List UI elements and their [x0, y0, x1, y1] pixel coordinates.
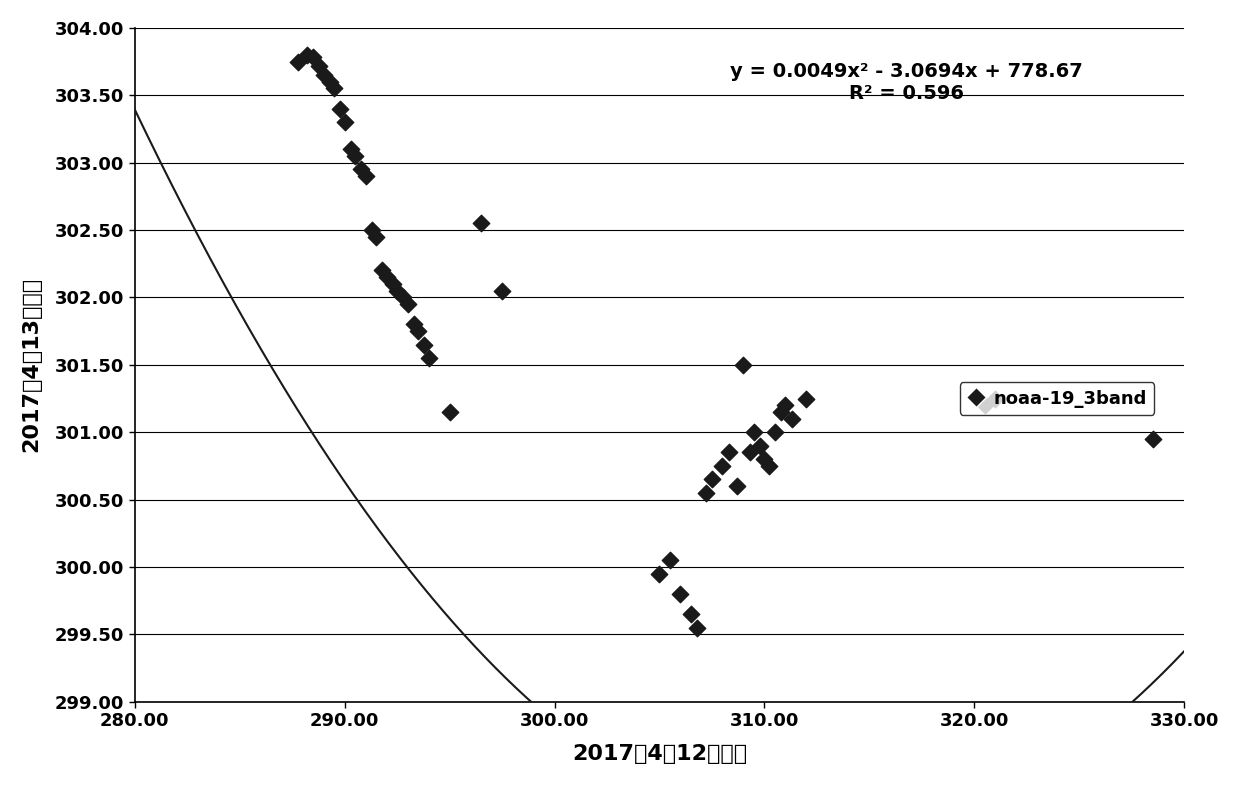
- Point: [377, 271, 397, 283]
- Point: [414, 338, 434, 351]
- Legend: noaa-19_3band: noaa-19_3band: [960, 382, 1154, 414]
- Point: [702, 473, 722, 486]
- Point: [366, 231, 386, 243]
- Point: [796, 392, 816, 405]
- Point: [419, 352, 439, 364]
- Point: [372, 265, 392, 277]
- Point: [404, 318, 424, 330]
- Point: [351, 163, 371, 176]
- Point: [740, 446, 760, 458]
- Point: [719, 446, 739, 458]
- Point: [744, 426, 764, 439]
- Point: [765, 426, 785, 439]
- Point: [335, 116, 355, 129]
- Point: [330, 102, 350, 115]
- Point: [310, 60, 330, 72]
- Point: [687, 622, 707, 634]
- Point: [696, 487, 715, 499]
- Point: [975, 399, 994, 411]
- Point: [755, 453, 775, 466]
- Point: [303, 51, 322, 64]
- Point: [775, 399, 795, 411]
- Point: [289, 55, 309, 68]
- Point: [393, 291, 413, 304]
- Point: [314, 69, 334, 82]
- Point: [471, 217, 491, 229]
- Point: [771, 406, 791, 418]
- Point: [1143, 433, 1163, 445]
- Point: [440, 406, 460, 418]
- Point: [671, 588, 691, 601]
- Point: [492, 284, 512, 297]
- Y-axis label: 2017年4月13号影像: 2017年4月13号影像: [21, 277, 41, 452]
- Point: [650, 568, 670, 580]
- Point: [324, 82, 343, 95]
- Point: [728, 480, 748, 492]
- Point: [750, 440, 770, 452]
- Point: [341, 143, 361, 155]
- Point: [345, 150, 365, 162]
- Point: [713, 460, 733, 473]
- Point: [356, 170, 376, 182]
- Point: [986, 392, 1006, 405]
- Point: [383, 278, 403, 290]
- Point: [320, 75, 340, 88]
- Point: [759, 460, 779, 473]
- Point: [734, 359, 754, 371]
- Point: [681, 608, 701, 620]
- Point: [660, 554, 680, 567]
- Point: [362, 224, 382, 236]
- Point: [296, 49, 316, 61]
- Point: [408, 325, 428, 338]
- Point: [398, 298, 418, 310]
- Text: y = 0.0049x² - 3.0694x + 778.67
R² = 0.596: y = 0.0049x² - 3.0694x + 778.67 R² = 0.5…: [730, 61, 1083, 103]
- Point: [387, 284, 407, 297]
- Point: [782, 412, 802, 425]
- X-axis label: 2017年4月12号影像: 2017年4月12号影像: [572, 744, 746, 764]
